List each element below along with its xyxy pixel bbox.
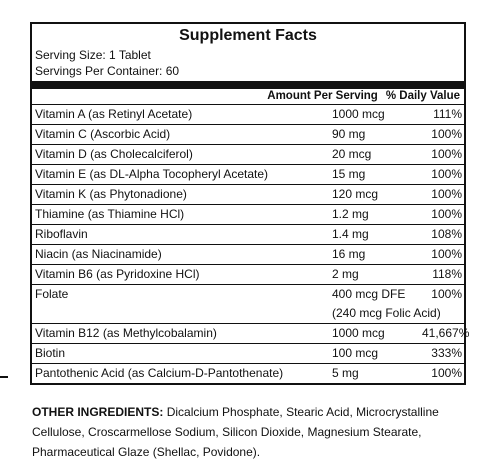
amount-note: (240 mcg Folic Acid) <box>332 306 441 320</box>
daily-value: 100% <box>431 247 462 261</box>
daily-value: 100% <box>431 207 462 221</box>
other-label: OTHER INGREDIENTS: <box>32 405 164 419</box>
nutrient-name: Vitamin C (Ascorbic Acid) <box>35 127 171 141</box>
amount: 15 mg <box>332 165 422 184</box>
nutrient-row: Thiamine (as Thiamine HCl) 1.2 mg 100% <box>32 205 464 225</box>
dash <box>0 376 8 378</box>
nutrient-name: Riboflavin <box>35 227 88 241</box>
amount: 90 mg <box>332 125 422 144</box>
amount-value: 90 mg <box>332 127 366 141</box>
daily-value: 100% <box>431 366 462 380</box>
daily-value: 333% <box>431 346 462 360</box>
column-label: % Daily Value <box>385 90 460 102</box>
facts-panel: Supplement Facts Serving Size: 1 Tablet … <box>30 22 470 385</box>
nutrient-row: Vitamin A (as Retinyl Acetate) 1000 mcg 11… <box>32 105 464 125</box>
amount-value: 5 mg <box>332 366 359 380</box>
nutrient-row: Vitamin C (Ascorbic Acid) 90 mg 100% <box>32 125 464 145</box>
amount: 1.4 mg <box>332 225 422 244</box>
serving-size: Serving Size: 1 Tablet <box>35 48 151 62</box>
amount-value: 1.2 mg <box>332 207 369 221</box>
nutrient-name: Vitamin A (as Retinyl Acetate) <box>35 107 193 121</box>
rule <box>32 81 464 89</box>
nutrient-name: Vitamin B6 (as Pyridoxine HCl) <box>35 267 200 281</box>
amount-value: 2 mg <box>332 267 359 281</box>
amount: 100 mcg <box>332 344 422 363</box>
nutrient-row: Vitamin E (as DL-Alpha Tocopheryl Acetat… <box>32 165 464 185</box>
amount: 20 mcg <box>332 145 422 164</box>
servings-per-container: Servings Per Container: 60 <box>35 64 180 78</box>
nutrient-row: Niacin (as Niacinamide) 16 mg 100% <box>32 245 464 265</box>
amount-value: 100 mcg <box>332 346 379 360</box>
amount-value: 15 mg <box>332 167 366 181</box>
nutrient-name: Vitamin D (as Cholecalciferol) <box>35 147 193 161</box>
nutrient-row: Vitamin D (as Cholecalciferol) 20 mcg 100% <box>32 145 464 165</box>
amount: 1000 mcg <box>332 105 422 124</box>
daily-value: 118% <box>432 267 462 281</box>
amount-value: 400 mcg DFE <box>332 287 406 301</box>
amount-value: 1000 mcg <box>332 107 385 121</box>
amount: 1000 mcg <box>332 324 422 343</box>
amount: 5 mg <box>332 364 422 383</box>
daily-value: 41,667% <box>422 326 470 340</box>
daily-value: 100% <box>431 147 462 161</box>
other-ingredients: OTHER INGREDIENTS: Dicalcium Phosphate, … <box>32 402 462 462</box>
nutrient-name: Biotin <box>35 346 66 360</box>
amount-value: 16 mg <box>332 247 366 261</box>
amount-value: 1000 mcg <box>332 326 385 340</box>
nutrient-row: Vitamin B6 (as Pyridoxine HCl) 2 mg 118% <box>32 265 464 285</box>
nutrient-name: Niacin (as Niacinamide) <box>35 247 162 261</box>
amount: 120 mcg <box>332 185 422 204</box>
daily-value: 100% <box>431 287 462 301</box>
nutrient-row: Folate 400 mcg DFE (240 mcg Folic Acid) 100… <box>32 285 464 324</box>
amount: 1.2 mg <box>332 205 422 224</box>
daily-value: 100% <box>431 187 462 201</box>
nutrient-row: Vitamin B12 (as Methylcobalamin) 1000 mcg… <box>32 324 470 344</box>
amount: 2 mg <box>332 265 422 284</box>
nutrient-name: Pantothenic Acid (as Calcium-D-Pantothen… <box>35 366 284 380</box>
other-text: Dicalcium Phosphate, Stearic Acid, Micro… <box>32 405 439 459</box>
amount: 16 mg <box>332 245 422 264</box>
nutrient-row: Riboflavin 1.4 mg 108% <box>32 225 464 245</box>
nutrient-row: Biotin 100 mcg 333% <box>32 344 464 364</box>
nutrient-name: Vitamin B12 (as Methylcobalamin) <box>35 326 217 340</box>
nutrient-name: Vitamin K (as Phytonadione) <box>35 187 187 201</box>
amount-value: 120 mcg <box>332 187 379 201</box>
nutrient-row: Pantothenic Acid (as Calcium-D-Pantothen… <box>32 364 464 383</box>
column-label: Amount Per Serving <box>267 90 378 102</box>
nutrient-name: Vitamin E (as DL-Alpha Tocopheryl Acetat… <box>35 167 269 181</box>
amount: 400 mcg DFE (240 mcg Folic Acid) <box>332 285 441 323</box>
nutrient-row: Vitamin K (as Phytonadione) 120 mcg 100% <box>32 185 464 205</box>
daily-value: 108% <box>431 227 462 241</box>
column-header: Amount Per Serving % Daily Value <box>32 89 464 105</box>
nutrient-name: Folate <box>35 287 69 301</box>
amount-value: 20 mcg <box>332 147 372 161</box>
daily-value: 111% <box>433 107 462 121</box>
nutrient-name: Thiamine (as Thiamine HCl) <box>35 207 185 221</box>
rows: Vitamin A (as Retinyl Acetate) 1000 mcg 11… <box>32 105 470 383</box>
amount-value: 1.4 mg <box>332 227 369 241</box>
daily-value: 100% <box>431 127 462 141</box>
title: Supplement Facts <box>179 27 317 44</box>
daily-value: 100% <box>431 167 462 181</box>
